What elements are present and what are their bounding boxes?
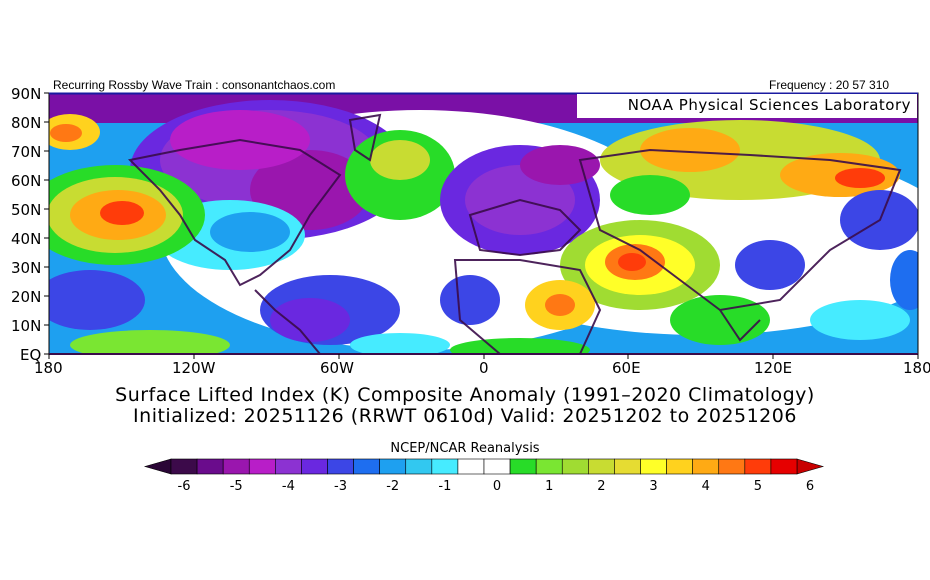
colorbar-tick-label: 1	[545, 479, 553, 494]
colorbar-swatch	[275, 458, 302, 475]
lat-label: 40N	[11, 230, 42, 248]
lat-label: EQ	[20, 346, 42, 364]
coastlines	[127, 113, 902, 354]
colorbar-tick-label: 4	[702, 479, 710, 494]
lon-label: 180	[903, 359, 930, 377]
colorbar-swatch	[692, 458, 720, 475]
colorbar-swatch	[327, 458, 354, 475]
lon-label: 180	[34, 359, 63, 377]
lat-label: 10N	[11, 317, 42, 335]
colorbar-tick-label: -1	[438, 479, 451, 494]
colorbar-swatch	[770, 458, 798, 475]
anomaly-field	[49, 93, 918, 354]
colorbar-tick-label: -6	[178, 479, 191, 494]
colorbar-tick-label: 0	[493, 479, 501, 494]
colorbar-swatch	[222, 458, 250, 475]
colorbar-tick-label: 5	[754, 479, 762, 494]
colorbar-swatch	[196, 458, 224, 475]
colorbar-swatch	[744, 458, 772, 475]
lat-label: 50N	[11, 201, 42, 219]
lat-label: 30N	[11, 259, 42, 277]
lon-label: 60E	[612, 359, 641, 377]
lon-label: 120W	[172, 359, 216, 377]
colorbar-tick-label: 6	[806, 479, 814, 494]
lat-label: 90N	[11, 85, 42, 103]
lon-label: 60W	[320, 359, 354, 377]
colorbar-swatch	[614, 458, 641, 475]
colorbar-swatch	[561, 458, 589, 475]
colorbar-swatch	[379, 458, 407, 475]
lat-label: 80N	[11, 114, 42, 132]
colorbar-tick-label: -2	[386, 479, 399, 494]
title-line-1: Surface Lifted Index (K) Composite Anoma…	[115, 384, 815, 406]
lat-label: 70N	[11, 143, 42, 161]
colorbar-swatch	[301, 458, 328, 475]
colorbar-swatch	[509, 458, 537, 475]
colorbar-tick-label: -3	[334, 479, 347, 494]
lon-label: 120E	[754, 359, 793, 377]
source-label: NOAA Physical Sciences Laboratory	[577, 94, 917, 118]
title-line-2: Initialized: 20251126 (RRWT 0610d) Valid…	[133, 405, 797, 427]
colorbar-swatch	[170, 458, 198, 475]
colorbar-left-arrow	[143, 458, 172, 475]
header-right-text: Frequency : 20 57 310	[769, 78, 890, 92]
lon-label: 0	[479, 359, 489, 377]
header-left-text: Recurring Rossby Wave Train : consonantc…	[53, 78, 336, 92]
colorbar-tick-label: -5	[230, 479, 243, 494]
colorbar-tick-label: 3	[649, 479, 657, 494]
colorbar-swatch	[718, 458, 746, 475]
colorbar-swatch	[588, 458, 615, 475]
colorbar-swatch	[457, 458, 485, 475]
colorbar-swatch	[248, 458, 276, 475]
lat-label: 20N	[11, 288, 42, 306]
colorbar-label: NCEP/NCAR Reanalysis	[390, 441, 540, 456]
colorbar-tick-label: -4	[282, 479, 295, 494]
lat-label: 60N	[11, 172, 42, 190]
colorbar-swatch	[535, 458, 563, 475]
colorbar-right-arrow	[796, 458, 825, 475]
colorbar-tick-label: 2	[597, 479, 605, 494]
colorbar-swatch	[405, 458, 433, 475]
colorbar-swatch	[640, 458, 667, 475]
colorbar-swatch	[666, 458, 693, 475]
colorbar-swatch	[431, 458, 459, 475]
colorbar-swatch	[483, 458, 511, 475]
colorbar-swatch	[353, 458, 380, 475]
